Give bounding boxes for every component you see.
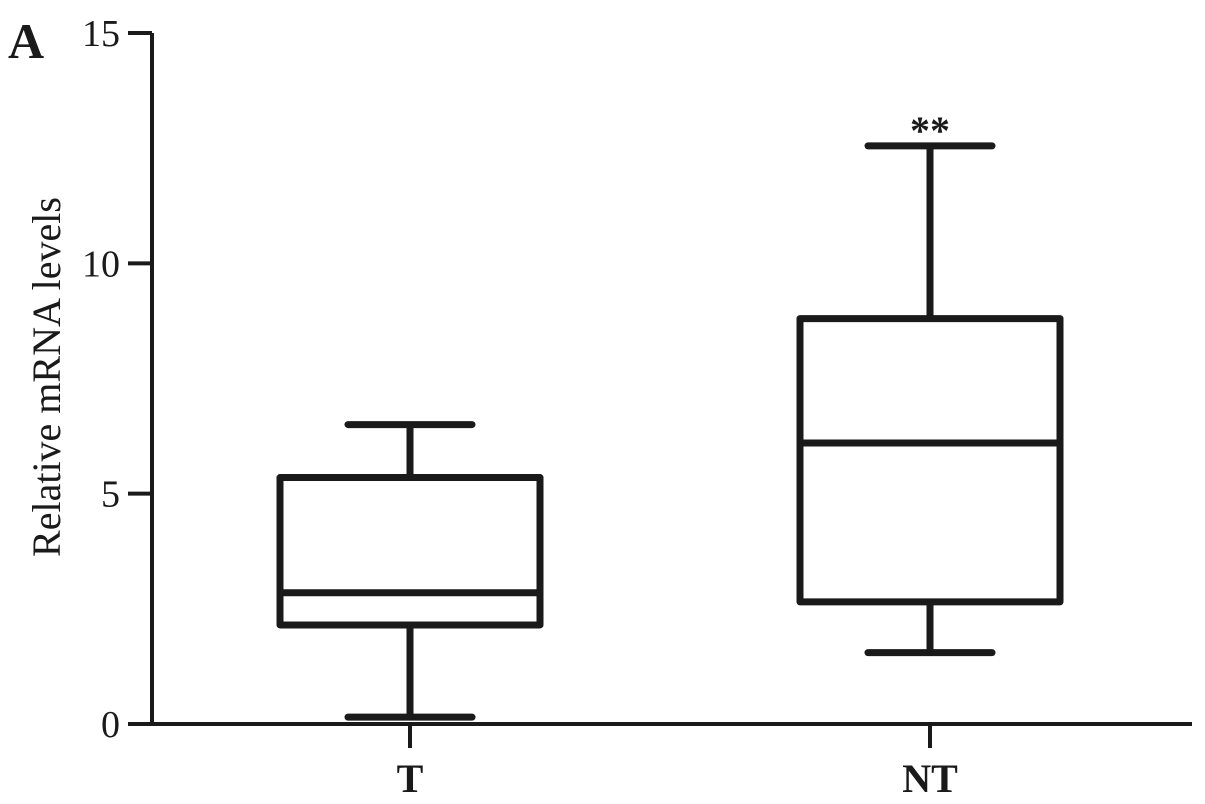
boxes: ** (276, 108, 1064, 721)
y-axis-label: Relative mRNA levels (24, 197, 69, 557)
box-nt: ** (796, 108, 1064, 657)
y-tick-label: 10 (82, 243, 120, 285)
significance-annotation: ** (910, 108, 950, 153)
box-t (276, 421, 544, 721)
axes: 0 5 10 15 T NT (82, 13, 1192, 801)
iqr-box (276, 474, 544, 629)
y-tick-label: 5 (101, 474, 120, 516)
x-tick-label: T (397, 756, 424, 801)
x-tick-label: NT (902, 756, 958, 801)
y-tick-label: 15 (82, 13, 120, 55)
iqr-box (796, 315, 1064, 606)
panel-label: A (8, 13, 44, 69)
y-tick-label: 0 (101, 704, 120, 746)
